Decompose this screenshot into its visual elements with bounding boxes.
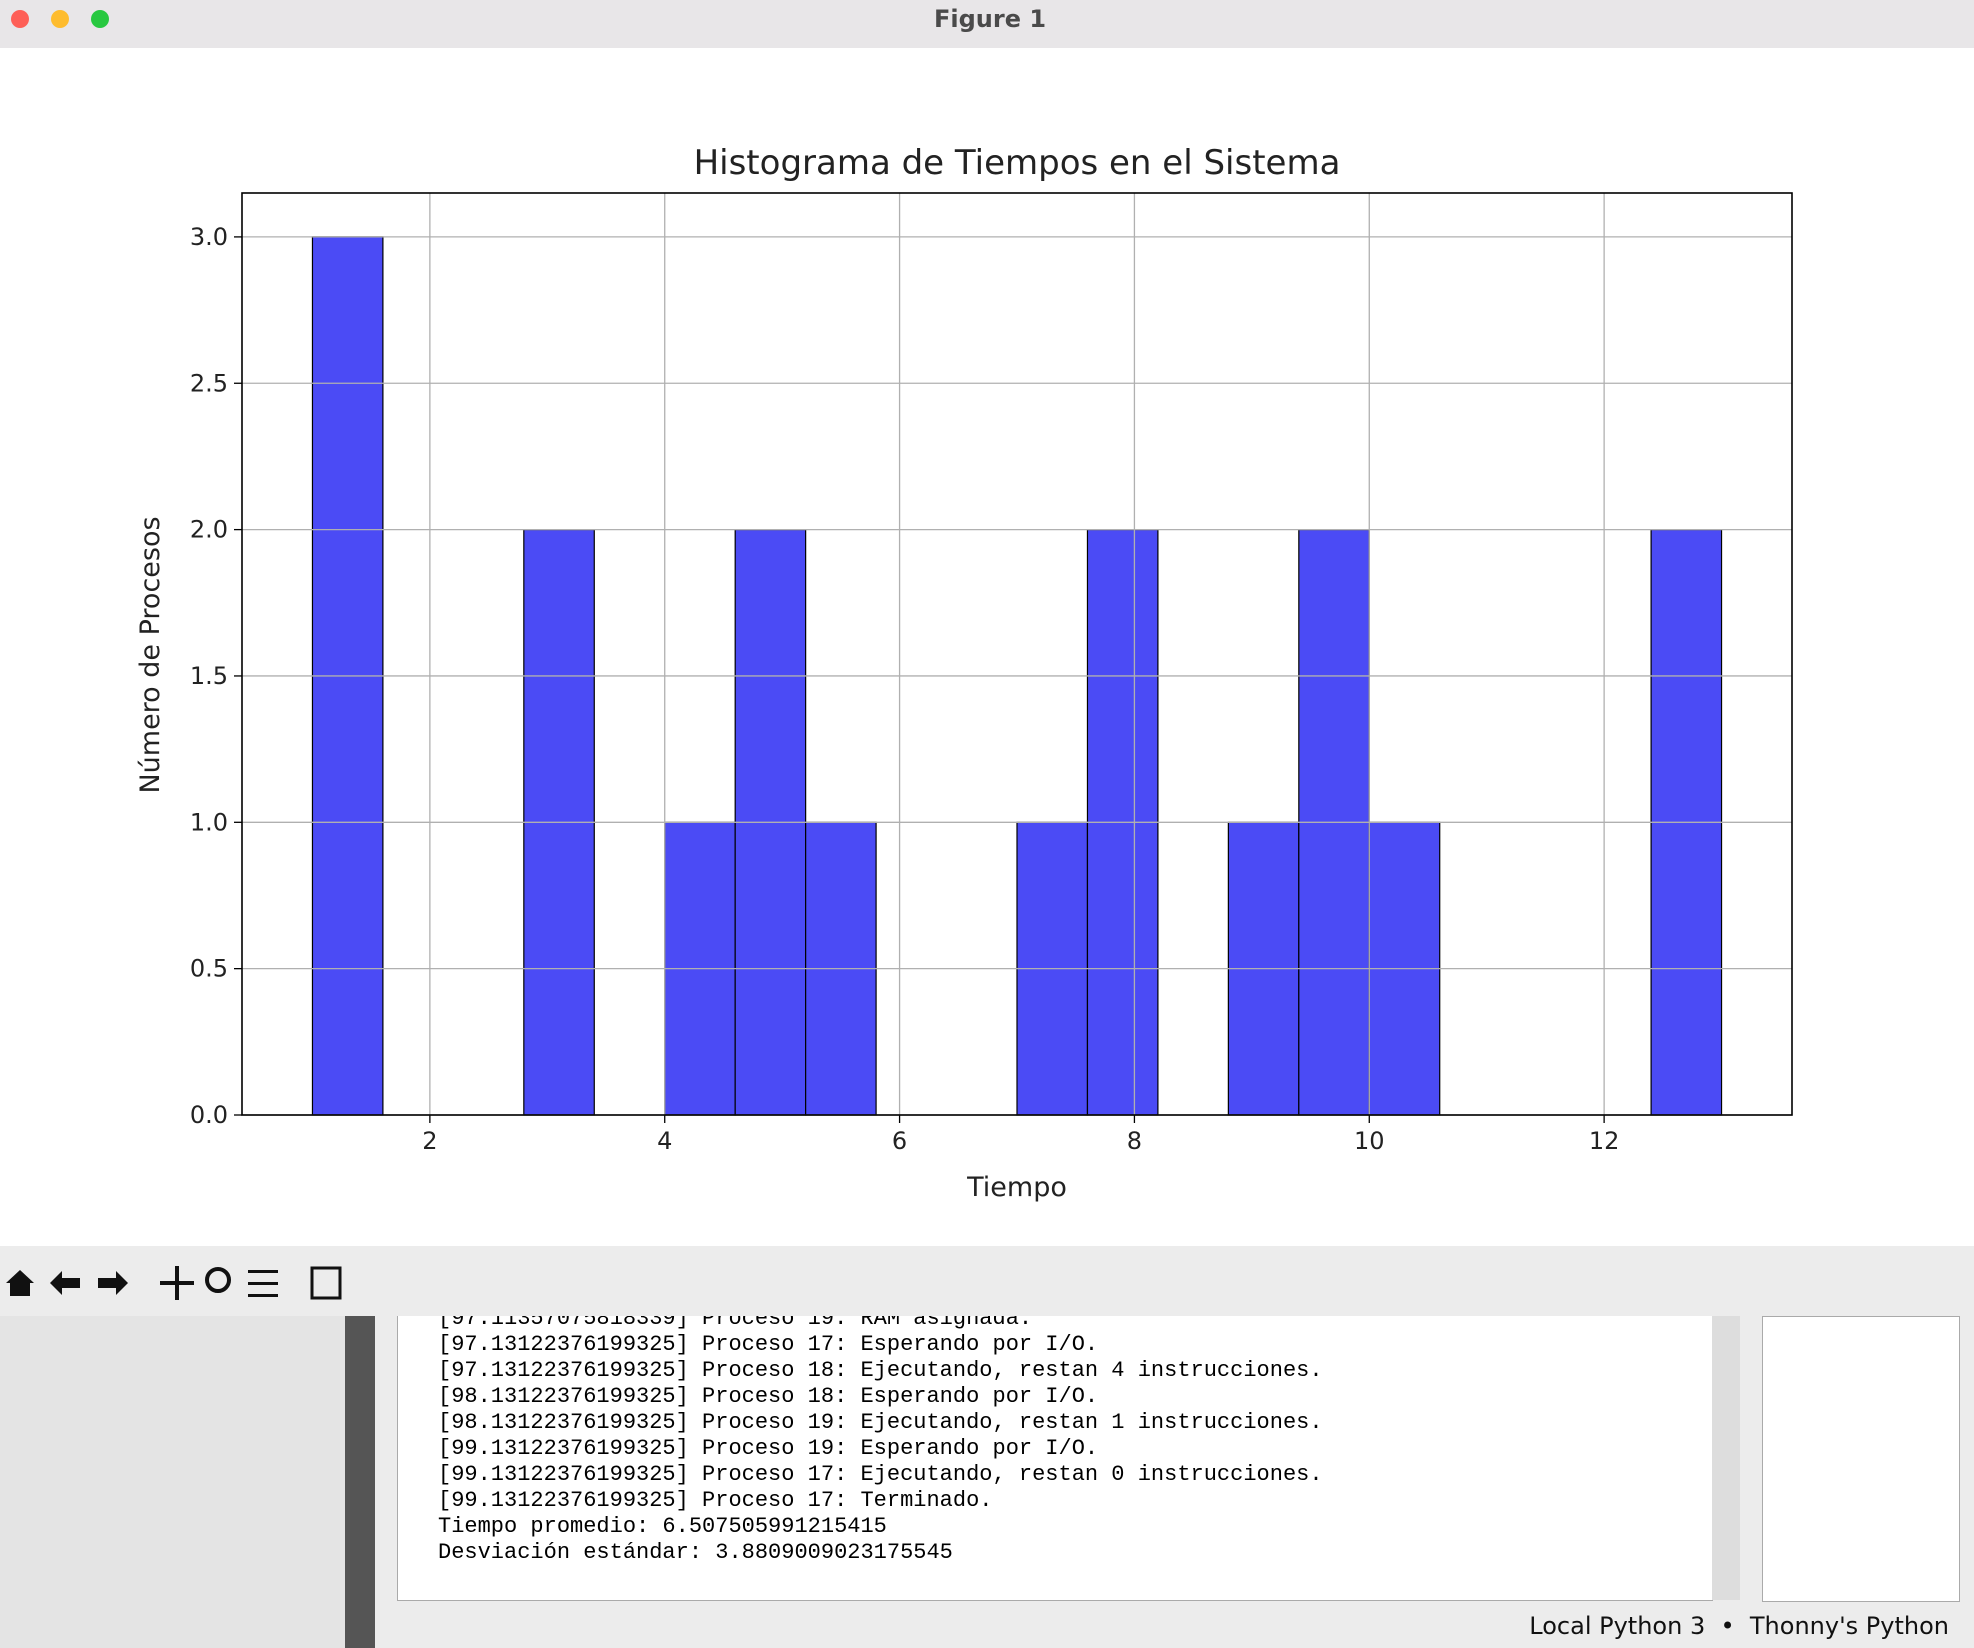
chart-title: Histograma de Tiempos en el Sistema [694,143,1341,183]
close-button[interactable] [11,10,29,28]
x-tick-label: 12 [1589,1127,1620,1155]
status-interpreter: Local Python 3 [1529,1612,1706,1640]
plot: 2 4 6 8 10 12 0.0 0.5 1.0 1.5 2.0 2.5 3.0 Histograma … [135,143,1793,1203]
figure-window: Figure 1 2 4 6 8 10 12 0.0 0.5 1.0 1.5 2.0 2.5 3.0 Hi… [0,0,1974,1316]
y-tick-label: 0.5 [190,955,228,983]
x-tick-label: 10 [1354,1127,1385,1155]
x-tick-label: 4 [657,1127,672,1155]
x-tick-label: 8 [1127,1127,1142,1155]
forward-button[interactable] [98,1271,128,1295]
console-line: [97.11357075818339] Proceso 19: RAM asig… [438,1316,1033,1331]
side-panel [0,1316,345,1648]
splitter [345,1316,375,1648]
y-tick-label: 1.5 [190,662,228,690]
zoom-button[interactable] [91,10,109,28]
y-tick-label: 0.0 [190,1101,228,1129]
minimize-button[interactable] [51,10,69,28]
console-line: Tiempo promedio: 6.507505991215415 [438,1514,887,1539]
title-bar [0,0,1974,48]
status-backend: Thonny's Python [1749,1612,1949,1640]
console-line: [99.13122376199325] Proceso 19: Esperand… [438,1436,1099,1461]
pan-button[interactable] [160,1266,194,1300]
x-axis-label: Tiempo [966,1172,1067,1203]
y-tick-label: 3.0 [190,223,228,251]
console-line: [99.13122376199325] Proceso 17: Ejecutan… [438,1462,1323,1487]
back-button[interactable] [50,1271,80,1295]
shell-console: [97.11357075818339] Proceso 19: RAM asig… [397,1316,1713,1601]
y-tick-label: 2.0 [190,516,228,544]
x-tick-label: 6 [892,1127,907,1155]
console-text: [97.11357075818339] Proceso 19: RAM asig… [438,1316,1323,1566]
y-tick-label: 2.5 [190,369,228,397]
zoom-tool-button[interactable] [205,1267,231,1293]
save-button[interactable] [310,1266,342,1300]
y-axis-label: Número de Procesos [135,516,166,793]
plot-frame [241,192,1793,1116]
console-line: [98.13122376199325] Proceso 18: Esperand… [438,1384,1099,1409]
home-button[interactable] [6,1270,34,1296]
console-line: Desviación estándar: 3.8809009023175545 [438,1540,953,1565]
side-view [1762,1316,1960,1602]
configure-button[interactable] [248,1270,278,1297]
window-title: Figure 1 [934,5,1046,33]
console-line: [98.13122376199325] Proceso 19: Ejecutan… [438,1410,1323,1435]
toolbar-icons [6,1266,342,1300]
status-bar: Local Python 3 • Thonny's Python [1529,1612,1949,1640]
console-line: [97.13122376199325] Proceso 17: Esperand… [438,1332,1099,1357]
console-line: [99.13122376199325] Proceso 17: Terminad… [438,1488,993,1513]
toolbar [0,1246,1974,1316]
scrollbar[interactable] [1712,1316,1740,1600]
console-line: [97.13122376199325] Proceso 18: Ejecutan… [438,1358,1323,1383]
y-tick-label: 1.0 [190,808,228,836]
x-tick-label: 2 [422,1127,437,1155]
